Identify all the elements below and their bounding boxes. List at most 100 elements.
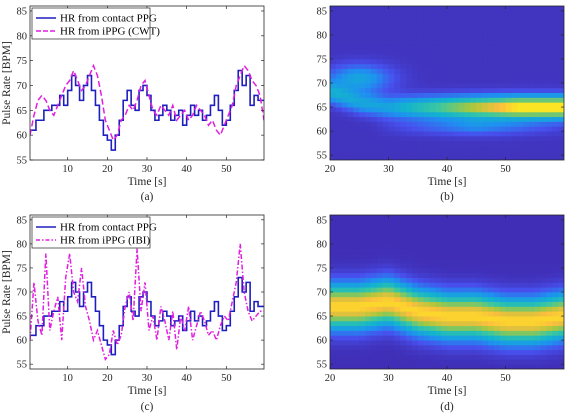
heatmap-cell [447,239,454,245]
heatmap-cell [388,354,395,360]
heatmap-cell [487,78,495,84]
heatmap-cell [493,102,501,108]
heatmap-cell [476,68,483,74]
heatmap-cell [447,155,454,160]
heatmap-cell [441,234,448,240]
heatmap-cell [376,54,384,60]
heatmap-cell [406,97,413,103]
heatmap-cell [470,349,477,355]
heatmap-cell [370,267,378,274]
heatmap-cell [487,68,495,74]
heatmap-cell [470,140,477,146]
heatmap-cell [441,296,448,303]
heatmap-cell [435,354,442,360]
heatmap-cell [447,107,454,113]
heatmap-cell [441,34,448,41]
heatmap-cell [447,215,454,221]
heatmap-cell [382,301,389,307]
heatmap-cell [359,39,366,45]
heatmap-cell [552,296,559,303]
heatmap-cell [546,282,553,288]
heatmap-cell [476,248,483,254]
heatmap-cell [347,340,354,346]
heatmap-cell [552,292,559,298]
heatmap-cell [429,140,436,146]
heatmap-cell [464,272,471,278]
heatmap-cell [464,229,471,235]
heatmap-cell [540,111,547,118]
heatmap-cell [546,359,553,365]
heatmap-cell [441,359,448,365]
heatmap-cell [534,30,541,36]
heatmap-cell [534,54,541,60]
heatmap-cell [558,311,564,317]
heatmap-cell [493,44,501,50]
heatmap-cell [417,87,424,94]
heatmap-cell [441,306,448,312]
heatmap-cell [464,316,471,322]
heatmap-cell [400,97,407,103]
heatmap-cell [429,316,436,322]
heatmap-cell [534,320,541,327]
heatmap-cell [347,344,354,351]
heatmap-cell [534,248,541,254]
heatmap-cell [335,107,343,113]
heatmap-cell [487,63,495,69]
heatmap-cell [458,6,465,12]
heatmap-cell [458,49,465,55]
heatmap-cell [517,126,524,132]
heatmap-cell [528,344,536,351]
heatmap-cell [382,306,389,312]
heatmap-cell [370,87,378,94]
heatmap-cell [546,340,553,346]
heatmap-cell [540,263,547,269]
heatmap-cell [423,30,430,36]
heatmap-cell [370,102,378,108]
heatmap-cell [394,121,401,127]
heatmap-cell [370,25,378,31]
heatmap-cell [558,263,564,269]
heatmap-cell [341,349,348,355]
heatmap-cell [558,121,564,127]
heatmap-cell [376,30,384,36]
heatmap-cell [423,54,430,60]
heatmap-cell [330,234,337,240]
heatmap-cell [534,253,541,259]
heatmap-cell [470,267,477,274]
heatmap-cell [540,97,547,103]
heatmap-cell [517,282,524,288]
heatmap-cell [359,20,366,26]
heatmap-cell [487,39,495,45]
heatmap-cell [511,354,518,360]
heatmap-cell [470,135,477,142]
heatmap-cell [505,135,512,142]
heatmap-cell [353,107,360,113]
heatmap-cell [493,15,501,21]
heatmap-cell [470,311,477,317]
heatmap-cell [505,121,512,127]
heatmap-cell [335,296,343,303]
heatmap-cell [376,20,384,26]
heatmap-cell [341,6,348,12]
heatmap-cell [523,292,530,298]
x-tick-label: 50 [500,164,511,175]
heatmap-cell [528,330,536,336]
heatmap-cell [499,97,506,103]
heatmap-cell [400,68,407,74]
heatmap-cell [546,102,553,108]
heatmap-cell [400,335,407,341]
heatmap-cell [511,10,518,17]
heatmap-cell [423,34,430,41]
heatmap-cell [452,301,460,307]
heatmap-cell [493,272,501,278]
heatmap-cell [487,340,495,346]
heatmap-cell [411,354,419,360]
heatmap-cell [452,340,460,346]
heatmap-cell [499,287,506,293]
heatmap-cell [376,234,384,240]
heatmap-cell [534,263,541,269]
heatmap-cell [523,282,530,288]
heatmap-cell [411,340,419,346]
heatmap-cell [341,131,348,137]
heatmap-cell [470,116,477,122]
